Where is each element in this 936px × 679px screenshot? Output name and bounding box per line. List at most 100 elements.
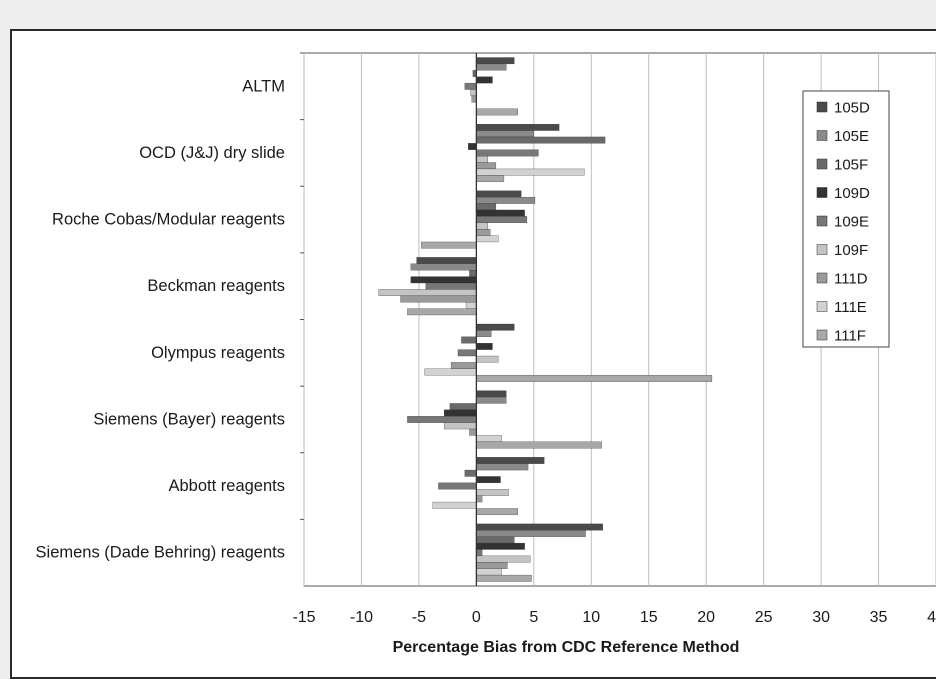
category-label: Olympus reagents — [151, 344, 285, 362]
legend-label: 105D — [834, 100, 870, 117]
bar-111f — [476, 375, 713, 382]
bar-105d — [416, 257, 477, 264]
x-tick-label: 35 — [870, 609, 888, 626]
bar-111e — [476, 568, 502, 576]
x-tick-label: 10 — [582, 609, 600, 626]
bar-105e — [476, 197, 536, 204]
category-label: Abbott reagents — [169, 477, 286, 495]
bar-111f — [476, 108, 518, 116]
bar-105f — [464, 469, 477, 477]
category-labels: ALTM OCD (J&J) dry slide Roche Cobas/Modul… — [36, 52, 304, 562]
legend-label: 109E — [834, 214, 869, 231]
legend-label: 105E — [834, 128, 869, 145]
chart-frame: ALTM OCD (J&J) dry slide Roche Cobas/Modul… — [10, 29, 936, 679]
legend-swatch — [816, 244, 828, 255]
bar-105f — [449, 403, 477, 410]
bar-109e — [457, 349, 477, 357]
x-tick-label: 40 — [927, 609, 936, 626]
category-label: Siemens (Bayer) reagents — [93, 410, 285, 428]
bar-109f — [476, 355, 499, 363]
bar-105d — [476, 523, 603, 531]
category-label: Beckman reagents — [147, 277, 285, 295]
bar-111e — [476, 435, 502, 442]
bar-105e — [410, 263, 477, 271]
bar-111d — [476, 562, 508, 569]
bar-105f — [469, 270, 477, 277]
legend-swatch — [816, 158, 828, 170]
bar-109d — [476, 343, 493, 350]
bar-111d — [476, 229, 491, 236]
x-tick-label: 15 — [640, 609, 658, 626]
legend: 105D 105E 105F 109D 109E 109F 111D 111E 111F — [802, 90, 890, 348]
chart: ALTM OCD (J&J) dry slide Roche Cobas/Modul… — [36, 52, 936, 656]
legend-swatch — [816, 272, 828, 284]
bar-111e — [476, 168, 585, 176]
legend-label: 111F — [834, 328, 866, 345]
legend-label: 105F — [834, 157, 868, 174]
bar-111d — [450, 362, 477, 369]
bar-109f — [476, 489, 509, 496]
x-tick-label: -5 — [412, 609, 426, 626]
bar-105f — [476, 203, 497, 211]
category-label: Roche Cobas/Modular reagents — [52, 211, 285, 229]
x-tick-label: 0 — [472, 609, 481, 626]
bar-105e — [476, 63, 507, 71]
bar-109e — [476, 149, 539, 157]
bar-111e — [432, 501, 477, 509]
bar-109f — [378, 289, 477, 296]
bar-109f — [476, 155, 489, 163]
x-tick-label: -15 — [292, 609, 315, 626]
bars — [378, 57, 713, 582]
bar-105e — [476, 130, 534, 138]
bar-105f — [476, 536, 515, 544]
category-label: OCD (J&J) dry slide — [139, 144, 285, 162]
bar-109e — [438, 482, 477, 490]
bar-105f — [476, 136, 606, 144]
legend-swatch — [816, 329, 828, 341]
x-tick-label: 5 — [529, 609, 538, 626]
bar-109d — [476, 209, 525, 217]
bar-111e — [465, 302, 477, 309]
bar-105e — [476, 396, 507, 404]
bar-109f — [470, 89, 477, 97]
bar-109f — [444, 422, 477, 430]
category-label: ALTM — [242, 77, 285, 95]
bar-111f — [476, 508, 518, 516]
legend-swatch — [816, 101, 828, 113]
x-tick-labels: -15 -10 -5 0 5 10 15 20 25 30 35 40 — [292, 609, 936, 626]
legend-swatch — [816, 187, 828, 198]
legend-label: 109D — [834, 185, 870, 202]
bar-111d — [471, 95, 477, 103]
bar-109e — [407, 416, 477, 423]
bar-111d — [476, 495, 483, 503]
bar-109d — [476, 76, 493, 84]
bar-105d — [476, 57, 515, 65]
legend-label: 109F — [834, 242, 868, 259]
bar-109d — [476, 476, 501, 484]
bar-111f — [476, 441, 602, 449]
bar-111d — [469, 428, 477, 436]
bar-109e — [476, 216, 528, 223]
bar-105e — [476, 330, 492, 337]
bar-111f — [407, 308, 477, 316]
bar-109e — [476, 549, 483, 557]
bar-105e — [476, 463, 529, 471]
bar-109f — [476, 222, 489, 230]
bar-109e — [425, 282, 477, 290]
legend-swatch — [816, 130, 828, 141]
bar-109d — [468, 143, 477, 150]
legend-swatch — [816, 301, 828, 312]
bar-105d — [476, 190, 522, 198]
x-axis-title: Percentage Bias from CDC Reference Metho… — [393, 639, 740, 656]
category-label: Siemens (Dade Behring) reagents — [36, 544, 285, 562]
x-tick-label: 20 — [697, 609, 715, 626]
x-tick-label: 30 — [812, 609, 830, 626]
bar-109d — [476, 542, 525, 550]
legend-swatch — [816, 215, 828, 227]
legend-label: 111D — [834, 271, 868, 288]
bar-105d — [476, 123, 560, 131]
bar-109e — [464, 82, 477, 90]
bar-105d — [476, 457, 545, 464]
bar-111e — [424, 368, 477, 376]
bar-105d — [476, 323, 515, 331]
